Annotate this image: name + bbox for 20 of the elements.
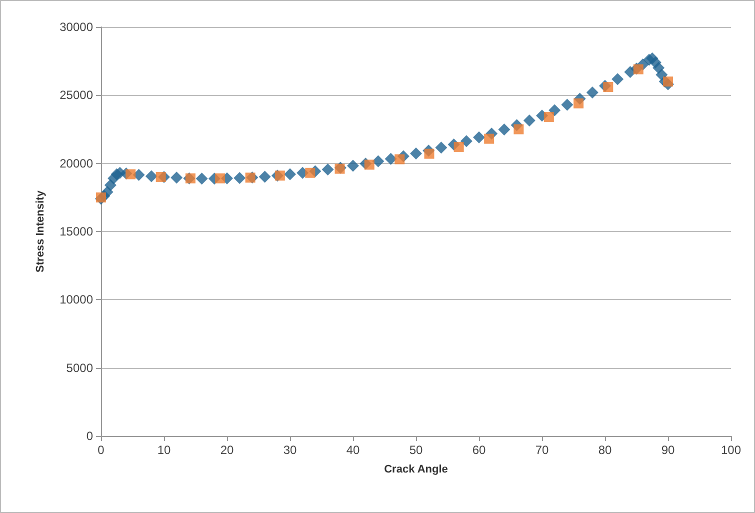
y-axis-title: Stress Intensity [34,190,46,272]
y-tick-label: 0 [86,429,94,443]
y-tick-label: 25000 [60,88,94,102]
x-tick-label: 20 [220,443,234,457]
x-tick-label: 50 [409,443,423,457]
x-tick-label: 0 [98,443,105,457]
x-tick-label: 10 [157,443,171,457]
x-tick-label: 70 [535,443,549,457]
x-tick-label: 80 [598,443,612,457]
y-tick-label: 15000 [60,224,94,238]
x-tick-label: 60 [472,443,486,457]
y-tick-label: 30000 [60,20,94,34]
x-tick-label: 30 [283,443,297,457]
x-tick-label: 40 [346,443,360,457]
x-tick-label: 90 [661,443,675,457]
x-tick-label: 100 [720,443,742,457]
x-axis-title: Crack Angle [384,464,448,476]
y-tick-label: 20000 [60,156,94,170]
y-tick-label: 5000 [66,360,94,375]
y-tick-label: 10000 [60,292,94,307]
